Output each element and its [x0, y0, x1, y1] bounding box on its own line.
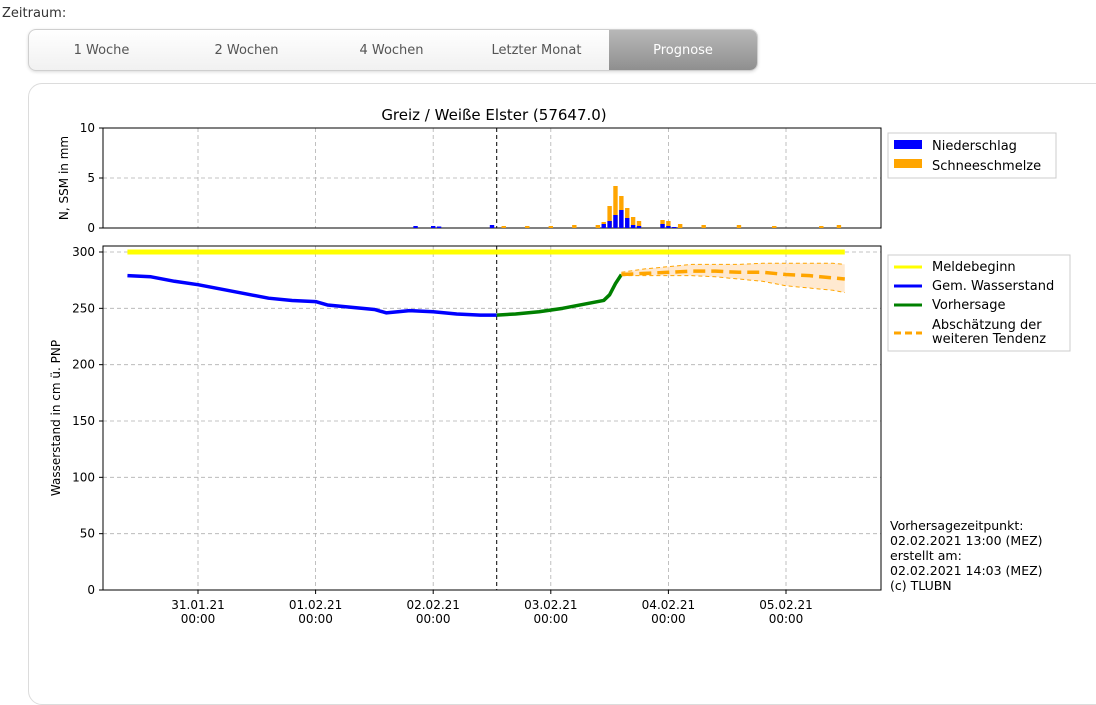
precip-bar — [636, 226, 642, 228]
legend-label-tendency: Abschätzung der weiteren Tendenz — [932, 318, 1046, 347]
info-line: Vorhersagezeitpunkt: — [890, 518, 1023, 533]
info-line: 02.02.2021 13:00 (MEZ) — [890, 533, 1043, 548]
snowmelt-bar — [548, 226, 553, 228]
main-legend: Meldebeginn Gem. Wasserstand Vorhersage … — [887, 254, 1071, 352]
precip-bar — [613, 215, 618, 228]
snowmelt-bar — [525, 226, 530, 228]
main-legend-frame — [887, 254, 1071, 352]
period-label: Zeitraum: — [2, 6, 67, 21]
snowmelt-bar — [819, 226, 824, 228]
info-line: erstellt am: — [890, 548, 962, 563]
precip-bar — [625, 218, 630, 228]
x-tick-date-label: 02.02.21 — [406, 598, 459, 612]
precip-bar — [431, 226, 436, 228]
x-tick-time-label: 00:00 — [181, 612, 216, 626]
top-y-axis-label: N, SSM in mm — [57, 136, 71, 220]
tab-forecast[interactable]: Prognose — [609, 30, 757, 70]
legend-label-measured: Gem. Wasserstand — [932, 279, 1054, 294]
tab-4-weeks[interactable]: 4 Wochen — [359, 42, 424, 58]
tab-last-month[interactable]: Letzter Monat — [491, 42, 582, 58]
x-tick-time-label: 00:00 — [534, 612, 569, 626]
legend-label-forecast: Vorhersage — [932, 298, 1006, 313]
gauge-chart: Greiz / Weiße Elster (57647.0) N, SSM in… — [49, 106, 1071, 626]
snowmelt-bar — [607, 206, 612, 228]
period-tabs: 1 Woche 2 Wochen 4 Wochen Letzter Monat … — [28, 29, 758, 71]
tab-2-weeks[interactable]: 2 Wochen — [214, 42, 279, 58]
snowmelt-bar — [836, 225, 842, 228]
precip-bar — [666, 226, 671, 228]
tendency-line — [621, 269, 845, 281]
legend-label-precip: Niederschlag — [932, 139, 1017, 154]
x-tick-date-label: 31.01.21 — [171, 598, 224, 612]
x-tick-time-label: 00:00 — [651, 612, 686, 626]
snowmelt-bar — [772, 226, 777, 228]
forecast-line — [496, 273, 623, 317]
tendency-band-upper — [621, 262, 845, 273]
snowmelt-bar — [630, 217, 636, 228]
x-tick-date-label: 03.02.21 — [524, 598, 577, 612]
x-tick-time-label: 00:00 — [769, 612, 804, 626]
main-y-tick-label: 100 — [72, 470, 95, 484]
legend-label-alarm: Meldebeginn — [932, 260, 1016, 275]
snowmelt-bar — [501, 226, 506, 228]
snowmelt-bar — [736, 225, 742, 228]
precip-bar — [660, 224, 665, 228]
precip-bar — [619, 210, 624, 228]
tendency-band-lower — [621, 275, 845, 294]
x-tick-date-label: 05.02.21 — [759, 598, 812, 612]
top-y-tick-label: 0 — [87, 221, 95, 235]
precip-bar — [489, 225, 495, 228]
main-y-tick-label: 150 — [72, 414, 95, 428]
grid-lines — [103, 128, 881, 590]
snowmelt-bar — [666, 221, 671, 228]
top-legend: Niederschlag Schneeschmelze — [887, 132, 1057, 179]
x-tick-time-label: 00:00 — [298, 612, 333, 626]
main-y-tick-label: 300 — [72, 245, 95, 259]
snowmelt-bar — [613, 186, 618, 228]
snowmelt-bar — [701, 225, 706, 228]
info-line: (c) TLUBN — [890, 578, 952, 593]
snowmelt-bar — [636, 221, 642, 228]
precip-bar — [672, 227, 677, 228]
main-y-tick-label: 0 — [87, 583, 95, 597]
precip-bar — [436, 226, 442, 228]
main-y-tick-label: 250 — [72, 301, 95, 315]
x-tick-date-label: 01.02.21 — [289, 598, 342, 612]
main-plot-frame — [102, 245, 882, 591]
snowmelt-bar — [572, 225, 577, 228]
main-y-axis-label: Wasserstand in cm ü. PNP — [49, 340, 63, 496]
snowmelt-bar — [595, 225, 601, 228]
main-y-tick-label: 200 — [72, 358, 95, 372]
main-y-tick-label: 50 — [80, 527, 95, 541]
info-line: 02.02.2021 14:03 (MEZ) — [890, 563, 1043, 578]
precip-bar — [630, 225, 636, 228]
legend-swatch-precip — [894, 140, 922, 149]
precip-bar — [413, 226, 418, 228]
legend-label-snowmelt: Schneeschmelze — [932, 159, 1041, 174]
top-y-tick-label: 5 — [87, 171, 95, 185]
forecast-info: Vorhersagezeitpunkt: 02.02.2021 13:00 (M… — [890, 518, 1043, 593]
x-tick-date-label: 04.02.21 — [642, 598, 695, 612]
legend-swatch-snowmelt — [894, 159, 922, 168]
chart-panel — [28, 83, 1096, 705]
x-tick-time-label: 00:00 — [416, 612, 451, 626]
measured-level-line — [127, 273, 497, 317]
tab-1-week[interactable]: 1 Woche — [73, 42, 130, 58]
precip-bar — [607, 221, 612, 228]
top-y-tick-label: 10 — [80, 121, 95, 135]
precip-bar — [601, 224, 606, 228]
snowmelt-bar — [677, 224, 683, 228]
chart-title: Greiz / Weiße Elster (57647.0) — [381, 106, 606, 124]
